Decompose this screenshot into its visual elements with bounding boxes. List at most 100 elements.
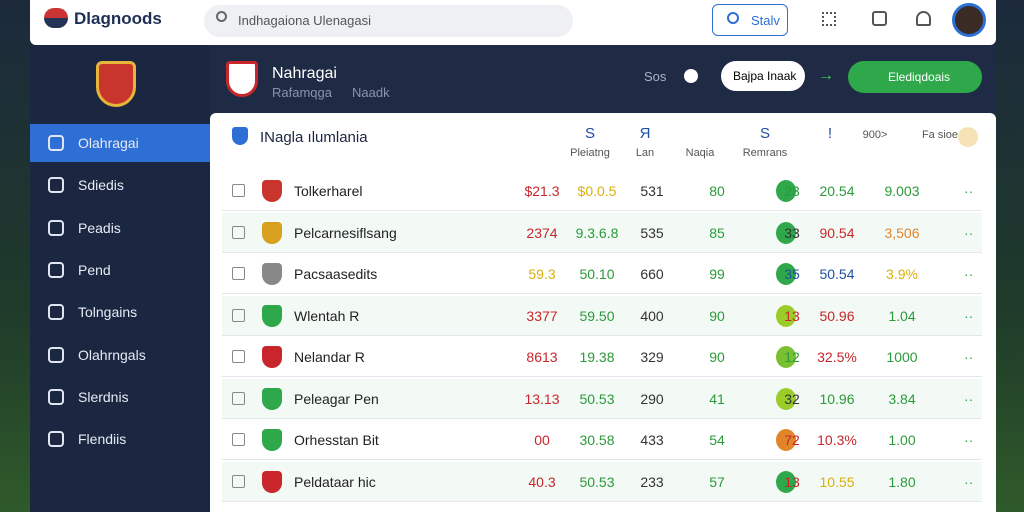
row-checkbox[interactable] — [232, 267, 245, 280]
action-button[interactable]: Elediqdoais — [848, 61, 982, 93]
row-cell: 290 — [640, 390, 664, 407]
search-box[interactable]: Indhagaiona Ulenagasi — [204, 5, 573, 37]
row-cell: 400 — [640, 307, 664, 324]
sidebar-item[interactable]: Slerdnis — [30, 378, 210, 416]
notes-icon[interactable] — [872, 11, 887, 26]
search-icon — [216, 11, 227, 22]
row-checkbox[interactable] — [232, 350, 245, 363]
apps-icon[interactable] — [822, 12, 836, 26]
team-name: Nelandar R — [294, 349, 365, 365]
team-badge — [262, 221, 282, 244]
sidebar-item[interactable]: Sdiedis — [30, 166, 210, 204]
team-name: Peleagar Pen — [294, 390, 379, 407]
column-icon: Я — [639, 125, 651, 142]
sidebar-item[interactable]: Tolngains — [30, 293, 210, 331]
row-menu[interactable]: ·· — [964, 432, 974, 448]
table-row[interactable]: Peleagar Pen 13.13 50.53 290 41 32 10.96 3.84 ·· — [222, 378, 982, 419]
row-cell: 3,506 — [884, 224, 920, 241]
sidebar-label: Olahragai — [78, 135, 139, 151]
row-cell: 50.10 — [579, 266, 615, 282]
row-checkbox[interactable] — [232, 308, 245, 322]
column-header: 900> — [862, 129, 888, 141]
row-cell: $21.3 — [524, 183, 560, 199]
table-row[interactable]: Orhesstan Bit 00 30.58 433 54 72 10.3% 1.00 ·· — [222, 420, 982, 460]
column-header: Fa sioe — [921, 129, 959, 141]
row-cell: 10.55 — [819, 473, 855, 490]
row-checkbox[interactable] — [232, 474, 245, 488]
row-menu[interactable]: ·· — [964, 349, 974, 365]
table-row[interactable]: Pelcarnesiflsang 2374 9.3.6.8 535 85 33 90.54 3… — [222, 212, 982, 253]
table-row[interactable]: Nelandar R 8613 19.38 329 90 12 32.5% 1000 ·· — [222, 337, 982, 377]
row-checkbox[interactable] — [232, 391, 245, 405]
row-menu[interactable]: ·· — [964, 183, 974, 199]
row-cell: 660 — [640, 266, 664, 282]
row-cell: 54 — [709, 432, 725, 448]
row-cell: 50.96 — [819, 307, 855, 324]
row-cell: 30.58 — [579, 432, 615, 448]
arrow-icon: → — [818, 67, 834, 84]
column-header: Pleiatng — [570, 147, 610, 159]
row-menu[interactable]: ·· — [964, 224, 974, 241]
row-menu[interactable]: ·· — [964, 266, 974, 282]
status-dot — [776, 263, 796, 285]
row-menu[interactable]: ·· — [964, 307, 974, 324]
top-bar: Nahragai Rafamqga Naadk Sos Bajpa Inaak … — [210, 45, 996, 113]
avatar[interactable] — [952, 3, 986, 37]
table-row[interactable]: Tolkerharel $21.3 $0.0.5 531 80 23 20.54 9.003 ·… — [222, 171, 982, 211]
sidebar-icon — [48, 135, 64, 151]
table-row[interactable]: Peldataar hic 40.3 50.53 233 57 13 10.55 1.80 ·· — [222, 461, 982, 502]
status-dot — [776, 470, 796, 493]
row-cell: 3.9% — [886, 266, 918, 282]
row-cell: 13 — [784, 473, 800, 490]
sidebar-item[interactable]: Olahragai — [30, 124, 210, 162]
table-row[interactable]: Wlentah R 3377 59.50 400 90 13 50.96 1.04 ·· — [222, 295, 982, 336]
sidebar-label: Sdiedis — [78, 177, 124, 194]
sidebar-item[interactable]: Pend — [30, 251, 210, 289]
row-cell: 33 — [784, 224, 800, 241]
table-icon — [232, 127, 248, 145]
team-name: Wlentah R — [294, 307, 360, 324]
row-cell: 50.54 — [819, 266, 855, 282]
top-button[interactable]: Bajpa Inaak — [721, 61, 805, 91]
settings-icon[interactable] — [958, 127, 978, 147]
team-name: Orhesstan Bit — [294, 432, 379, 448]
row-checkbox[interactable] — [232, 184, 245, 197]
row-checkbox[interactable] — [232, 225, 245, 239]
table-panel: INagla ılumlania S Pleiatng Я Lan Naqia S Remr… — [210, 113, 996, 512]
sidebar: Olahragai Sdiedis Peadis Pend Tolngains Olahr… — [30, 45, 210, 512]
table-row[interactable]: Pacsaasedits 59.3 50.10 660 99 35 50.54 3.9% ·· — [222, 254, 982, 294]
sidebar-icon — [48, 219, 64, 236]
status-dot — [776, 429, 796, 451]
row-cell: 433 — [640, 432, 664, 448]
sidebar-label: Flendiis — [78, 431, 127, 448]
sidebar-label: Pend — [78, 261, 111, 278]
column-header: Naqia — [685, 147, 715, 159]
row-menu[interactable]: ·· — [964, 390, 974, 407]
sidebar-item[interactable]: Olahrngals — [30, 336, 210, 374]
search-button[interactable]: Stalv — [712, 4, 788, 36]
row-cell: 8613 — [526, 349, 558, 365]
logo-icon — [44, 8, 68, 28]
row-cell: 80 — [709, 183, 725, 199]
row-menu[interactable]: ·· — [964, 473, 974, 490]
row-cell: 3.84 — [888, 390, 916, 407]
row-cell: 12 — [784, 349, 800, 365]
row-checkbox[interactable] — [232, 433, 245, 446]
row-cell: 32.5% — [817, 349, 857, 365]
notify-icon[interactable] — [916, 11, 931, 26]
toggle[interactable] — [684, 69, 698, 83]
row-cell: 2374 — [526, 224, 558, 241]
row-cell: 90 — [709, 349, 725, 365]
logo: Dlagnoods — [74, 9, 162, 28]
club-crest — [96, 61, 136, 107]
sidebar-item[interactable]: Flendiis — [30, 420, 210, 458]
top-title: Nahragai — [272, 65, 337, 82]
row-cell: 85 — [709, 224, 725, 241]
team-name: Peldataar hic — [294, 473, 376, 490]
sidebar-icon — [48, 177, 64, 194]
sidebar-label: Peadis — [78, 219, 121, 236]
status-dot — [776, 221, 796, 244]
sidebar-item[interactable]: Peadis — [30, 209, 210, 247]
sidebar-icon — [48, 431, 64, 448]
